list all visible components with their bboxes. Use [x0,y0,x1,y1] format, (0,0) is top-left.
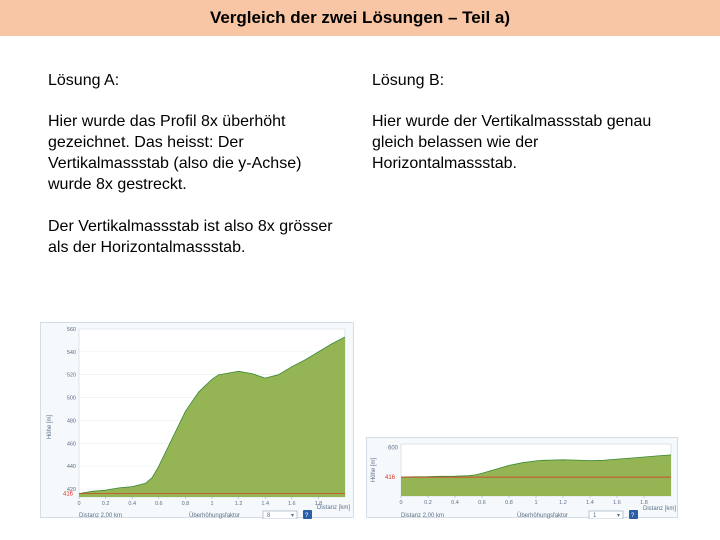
x-tick-label: 0.6 [155,501,163,507]
profile-chart-b-svg: 416 600 0 0.2 0.4 0.6 0.8 1 1.2 1.4 1.6 1.8 Höhe … [371,443,676,519]
chevron-down-icon: ▾ [617,513,620,519]
distance-label: Distanz 2,00 km [401,513,444,519]
slide-title: Vergleich der zwei Lösungen – Teil a) [209,8,511,27]
x-tick-label: 1.8 [640,500,648,506]
x-unit-label: Distanz [km] [317,505,350,511]
x-tick-label: 0.2 [424,500,432,506]
column-b-paragraph-1: Hier wurde der Vertikalmassstab genau gl… [372,113,652,172]
help-icon[interactable] [303,510,312,519]
x-tick-label: 0.4 [451,500,459,506]
chevron-down-icon: ▾ [291,513,294,519]
column-b-heading: Lösung B: [372,72,445,89]
exaggeration-select[interactable] [588,510,624,519]
y-tick-label: 540 [67,350,76,356]
x-tick-label: 0.2 [102,501,110,507]
profile-chart-a-svg: 416 560 540 520 500 480 460 440 420 0 0.2 0.4 0.6 0… [47,327,350,519]
exaggeration-label: Überhöhungsfaktor [189,512,240,519]
x-tick-label: 1.6 [288,501,296,507]
y-tick-label: 420 [67,487,76,493]
x-tick-label: 0 [77,501,80,507]
x-tick-label: 1.6 [613,500,621,506]
y-axis-label: Höhe [m] [371,457,377,482]
y-tick-label: 460 [67,441,76,447]
y-axis-label: Höhe [m] [47,414,53,439]
x-tick-label: 0.6 [478,500,486,506]
elevation-area [79,337,345,497]
x-tick-label: 0 [399,500,402,506]
x-tick-label: 1 [210,501,213,507]
reference-label: 416 [63,492,74,498]
y-tick-label: 500 [67,396,76,402]
y-tick-label: 600 [388,445,399,451]
x-unit-label: Distanz [km] [643,506,676,512]
elevation-line [78,336,346,494]
x-tick-label: 1 [534,500,537,506]
profile-chart-a: 416 560 540 520 500 480 460 440 420 0 0.2 0.4 0.6 0… [40,322,354,519]
distance-label: Distanz 2,00 km [79,513,122,519]
x-tick-label: 1.8 [315,501,323,507]
help-icon[interactable] [629,510,638,519]
elevation-line [400,454,672,478]
y-tick-label: 480 [67,418,76,424]
exaggeration-value: 8 [267,513,271,519]
x-tick-label: 1.2 [235,501,243,507]
column-a-paragraph-2: Der Vertikalmassstab ist also 8x grösser… [48,218,333,256]
column-a: Lösung A: Hier wurde das Profil 8x überh… [48,70,348,279]
profile-chart-b: 416 600 0 0.2 0.4 0.6 0.8 1 1.2 1.4 1.6 1.8 Höhe … [366,437,678,519]
y-tick-label: 560 [67,327,76,333]
exaggeration-value: 1 [593,513,597,519]
help-icon-glyph: ? [305,513,309,519]
y-tick-label: 520 [67,373,76,379]
elevation-area [401,454,671,496]
x-tick-label: 1.4 [586,500,594,506]
x-tick-label: 1.4 [261,501,269,507]
title-bar [0,0,720,36]
help-icon-glyph: ? [631,513,635,519]
column-a-paragraph-1: Hier wurde das Profil 8x überhöht gezeic… [48,113,302,193]
reference-label: 416 [385,475,396,481]
x-tick-label: 0.4 [128,501,136,507]
exaggeration-select[interactable] [262,510,298,519]
column-b: Lösung B: Hier wurde der Vertikalmasssta… [372,70,672,195]
x-tick-label: 0.8 [505,500,513,506]
column-a-heading: Lösung A: [48,72,120,89]
exaggeration-label: Überhöhungsfaktor [517,512,568,519]
y-tick-label: 440 [67,464,76,470]
x-tick-label: 1.2 [559,500,567,506]
x-tick-label: 0.8 [182,501,190,507]
